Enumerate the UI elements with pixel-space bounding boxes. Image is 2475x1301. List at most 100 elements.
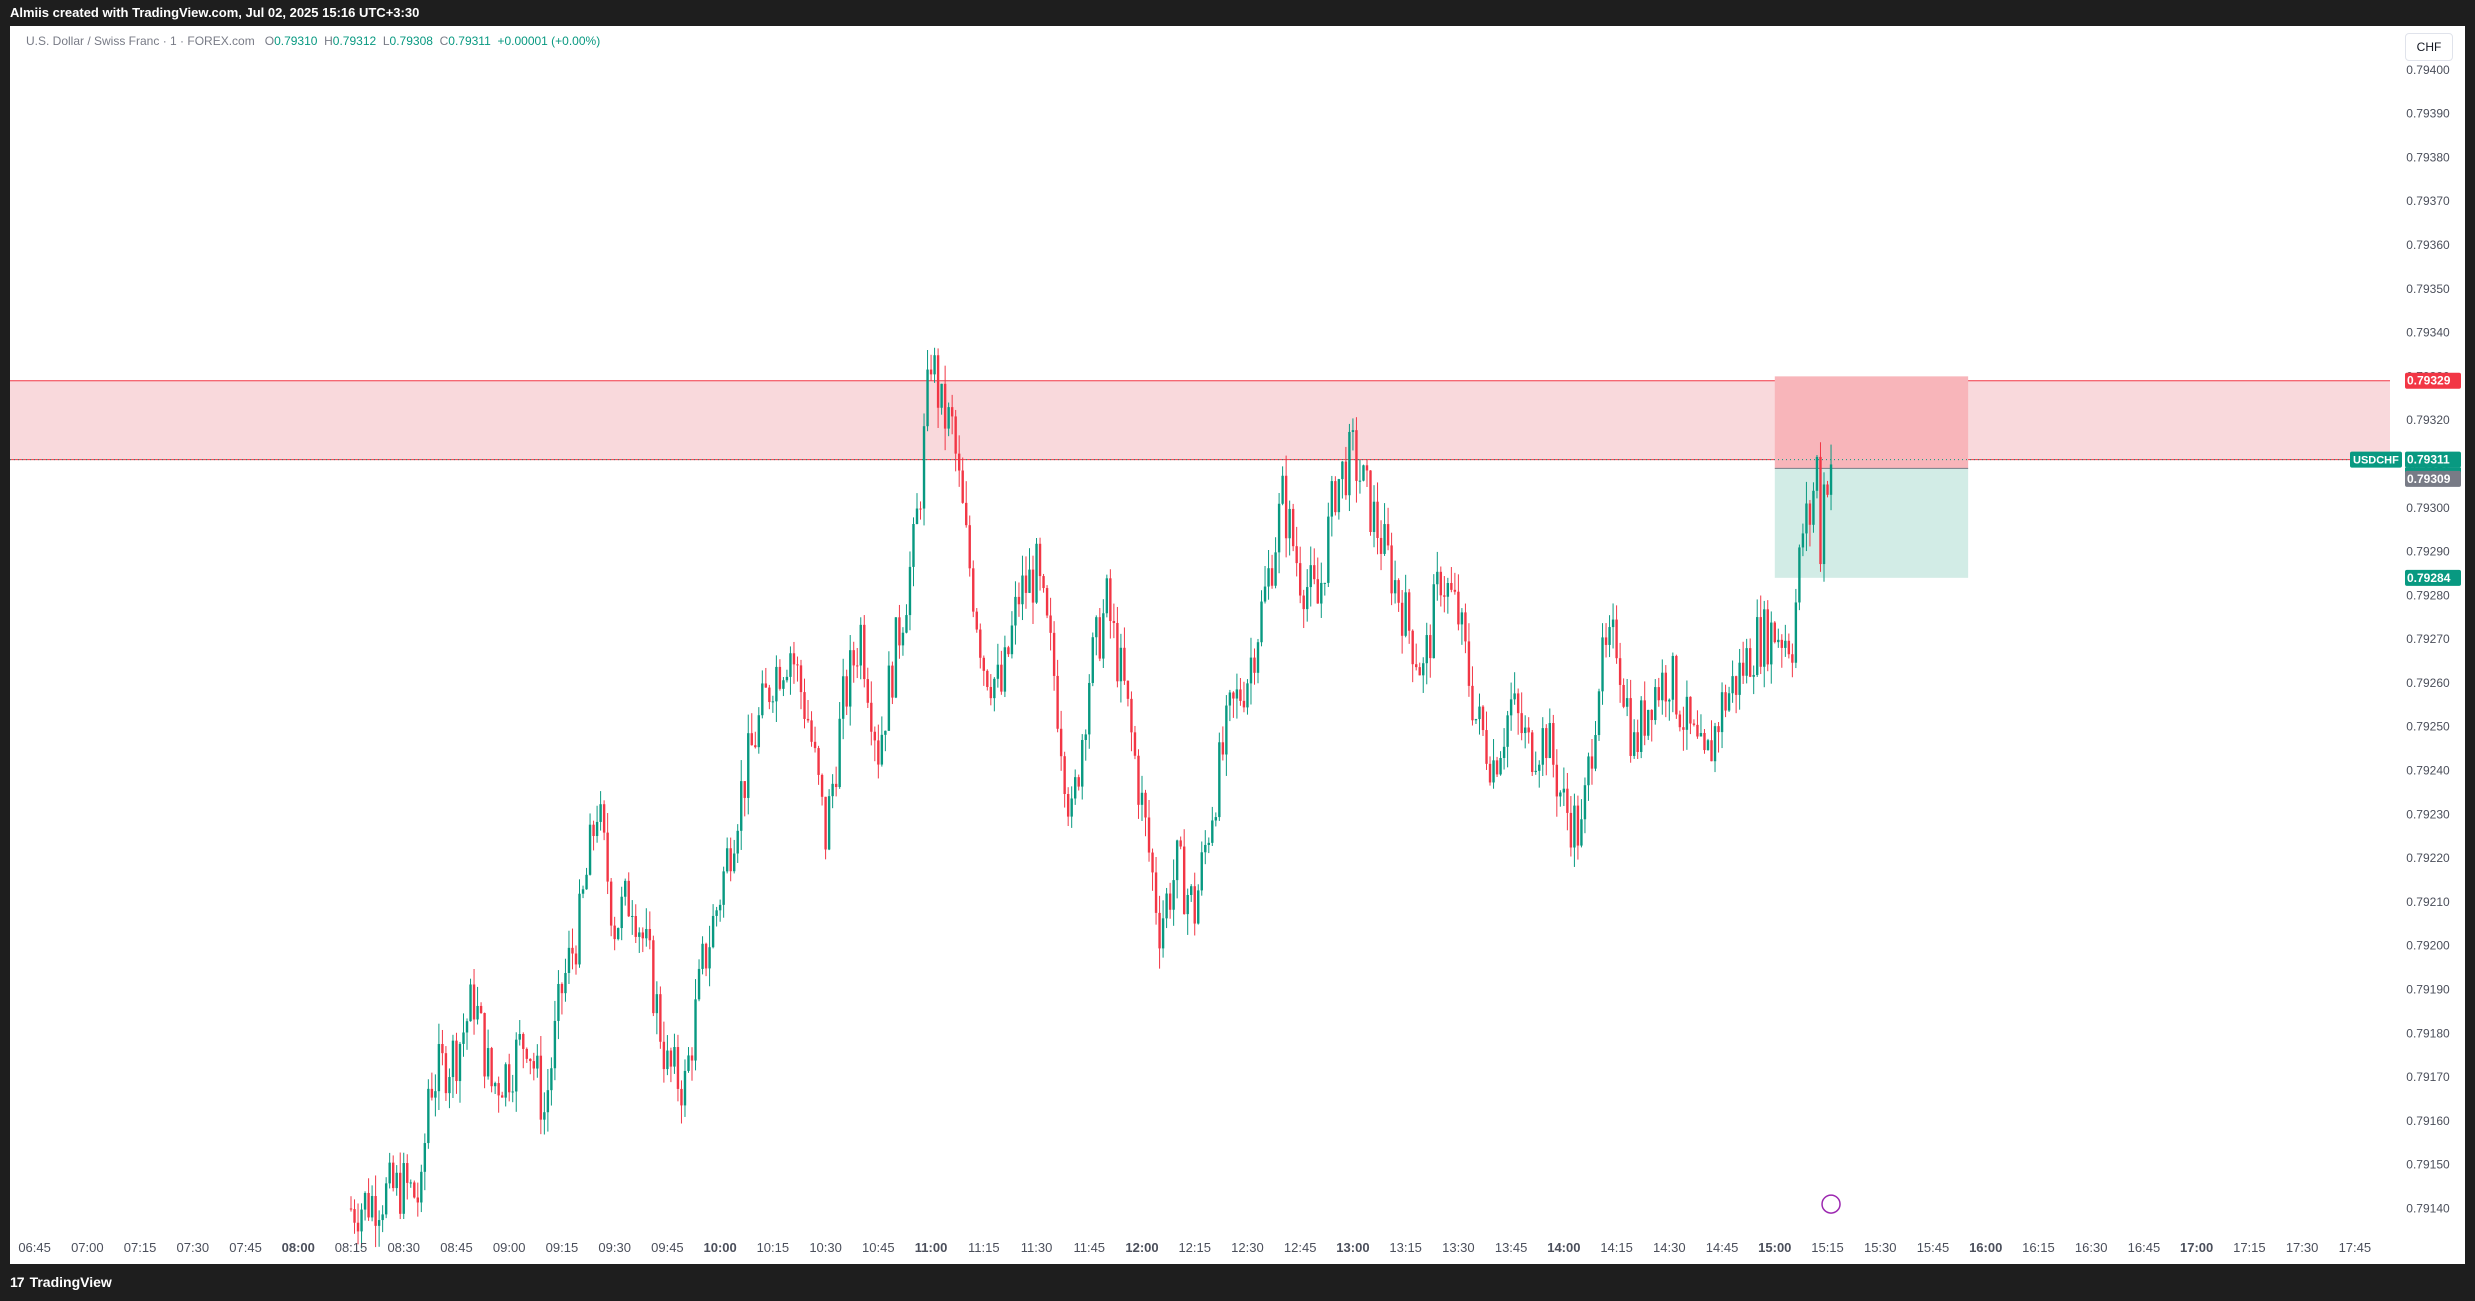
candle-body (870, 702, 873, 732)
candle-body (736, 830, 739, 854)
candle-body (1741, 662, 1745, 676)
candle-body (553, 1020, 557, 1069)
candle-body (1306, 587, 1309, 610)
candle-body (349, 1208, 353, 1210)
candle-body (522, 1034, 525, 1049)
candle-body (1355, 430, 1358, 481)
candle-body (1161, 918, 1165, 949)
candle-body (1787, 640, 1791, 655)
candle-body (1432, 584, 1435, 659)
candle-body (877, 740, 880, 765)
candle-body (1611, 619, 1615, 628)
candle-body (1594, 735, 1597, 769)
time-tick-label: 15:45 (1917, 1240, 1950, 1255)
candle-body (1249, 657, 1253, 684)
candle-body (1559, 792, 1562, 797)
time-tick-label: 07:30 (177, 1240, 210, 1255)
candle-body (820, 774, 824, 797)
candle-body (1133, 732, 1137, 756)
tradingview-logo[interactable]: 17 TradingView (10, 1274, 112, 1290)
candle-body (936, 355, 940, 408)
candle-body (834, 783, 838, 788)
candle-body (483, 1013, 486, 1077)
candle-body (472, 984, 476, 1020)
candle-body (1066, 793, 1070, 817)
candle-body (462, 1032, 465, 1044)
candle-body (1415, 664, 1418, 668)
price-tick-label: 0.79180 (2406, 1026, 2450, 1040)
candle-body (803, 692, 806, 719)
tradingview-logo-text: TradingView (29, 1274, 112, 1290)
candle-body (1418, 667, 1421, 676)
candle-body (961, 470, 964, 503)
chart-area[interactable]: 0.79140 0.79150 0.79160 0.79170 0.79180 0.791… (10, 26, 2465, 1264)
candle-body (1028, 569, 1031, 593)
candle-body (954, 416, 957, 454)
candle-body (1386, 524, 1390, 546)
time-tick-label: 08:45 (440, 1240, 473, 1255)
candle-body (1172, 880, 1175, 910)
candle-body (943, 383, 947, 429)
price-chart[interactable]: 0.79140 0.79150 0.79160 0.79170 0.79180 0.791… (10, 26, 2465, 1264)
candle-body (1601, 637, 1604, 692)
stop-loss-area (1774, 376, 1969, 469)
chart-title: Almiis created with TradingView.com, Jul… (10, 5, 420, 20)
candle-body (1109, 578, 1112, 622)
candle-body (1200, 852, 1203, 891)
candle-body (511, 1091, 514, 1093)
price-tick-label: 0.79140 (2406, 1201, 2450, 1215)
candle-body (638, 932, 641, 937)
high-value: 0.79312 (332, 34, 377, 48)
currency-button[interactable]: CHF (2405, 33, 2453, 61)
candle-body (831, 783, 834, 797)
price-tick-label: 0.79340 (2406, 326, 2450, 340)
candle-body (1112, 621, 1116, 623)
candle-body (395, 1172, 398, 1189)
candle-body (982, 657, 985, 671)
candle-body (782, 680, 785, 689)
candle-body (1168, 893, 1172, 910)
candle-body (1826, 484, 1829, 495)
candle-body (1734, 676, 1738, 695)
candle-body (704, 943, 708, 969)
candle-body (518, 1034, 521, 1040)
candle-body (1218, 742, 1221, 818)
price-tick-label: 0.79230 (2406, 807, 2450, 821)
price-tick-label: 0.79390 (2406, 107, 2450, 121)
zone-top-price-label-bg (2405, 372, 2461, 389)
candle-body (915, 508, 919, 525)
candle-body (571, 947, 574, 954)
candle-body (423, 1143, 427, 1172)
candle-body (539, 1055, 543, 1120)
candle-body (1425, 635, 1428, 664)
candle-body (560, 983, 564, 994)
candle-body (1190, 886, 1193, 895)
candle-body (680, 1088, 683, 1106)
candle-body (1045, 588, 1049, 616)
candle-body (789, 653, 792, 677)
candle-body (901, 632, 905, 646)
candle-body (827, 796, 831, 850)
candle-body (388, 1162, 391, 1184)
candle-body (968, 525, 971, 569)
candle-body (1573, 805, 1576, 848)
candle-body (1745, 648, 1748, 676)
candle-body (1344, 461, 1348, 496)
candle-body (1193, 886, 1196, 924)
candle-body (1446, 583, 1450, 597)
candle-body (989, 686, 993, 699)
candle-body (1724, 692, 1727, 711)
candle-body (912, 524, 915, 567)
candle-body (863, 624, 866, 680)
candle-body (817, 748, 820, 775)
candle-body (1404, 592, 1407, 636)
candle-body (873, 731, 877, 741)
candle-body (455, 1040, 458, 1082)
candle-body (1270, 568, 1274, 586)
candle-body (905, 615, 908, 633)
candle-body (1123, 647, 1126, 681)
candle-body (1320, 582, 1323, 604)
candle-body (550, 1068, 553, 1091)
candle-body (1007, 647, 1010, 655)
candle-body (1098, 617, 1102, 659)
